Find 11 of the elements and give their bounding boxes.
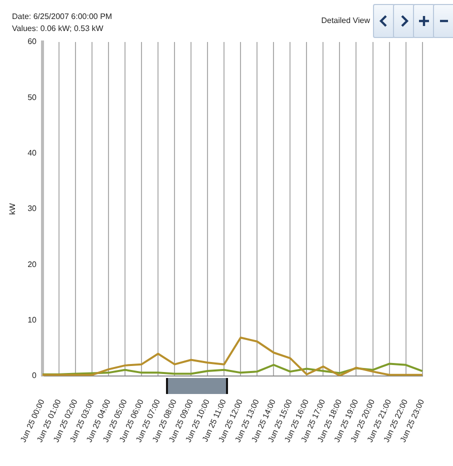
y-tick-label: 20 (28, 260, 38, 269)
y-tick-label: 40 (28, 148, 38, 158)
y-tick-label: 30 (28, 204, 38, 214)
y-tick-label: 50 (28, 92, 38, 102)
text: Detailed View (321, 16, 370, 25)
y-tick-label: 60 (28, 37, 38, 46)
y-tick-label: 0 (32, 371, 38, 380)
y-tick-label: 10 (28, 316, 38, 325)
y-axis-title: kW (8, 202, 18, 215)
text: Date: 6/25/2007 6:00:00 PM (12, 12, 112, 21)
text: Values: 0.06 kW; 0.53 kW (12, 24, 104, 33)
